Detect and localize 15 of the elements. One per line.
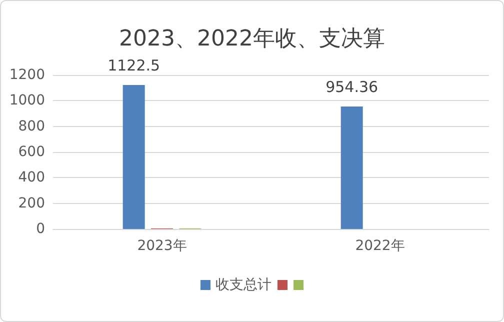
y-tick-label: 1200 (9, 67, 45, 83)
x-tick-label: 2023年 (137, 238, 187, 254)
bar (340, 106, 363, 229)
data-label: 954.36 (326, 78, 378, 96)
legend-label: 收支总计 (216, 277, 272, 293)
chart-title: 2023、2022年收、支决算 (119, 26, 385, 52)
y-tick-label: 600 (18, 144, 45, 160)
y-tick-label: 800 (18, 118, 45, 134)
bar (122, 84, 145, 229)
y-tick-label: 200 (18, 195, 45, 212)
data-label: 1122.5 (108, 56, 160, 74)
x-tick-label: 2022年 (355, 238, 405, 254)
y-tick-label: 0 (36, 221, 45, 237)
y-tick-label: 1000 (9, 92, 45, 109)
y-tick-label: 400 (18, 170, 45, 186)
